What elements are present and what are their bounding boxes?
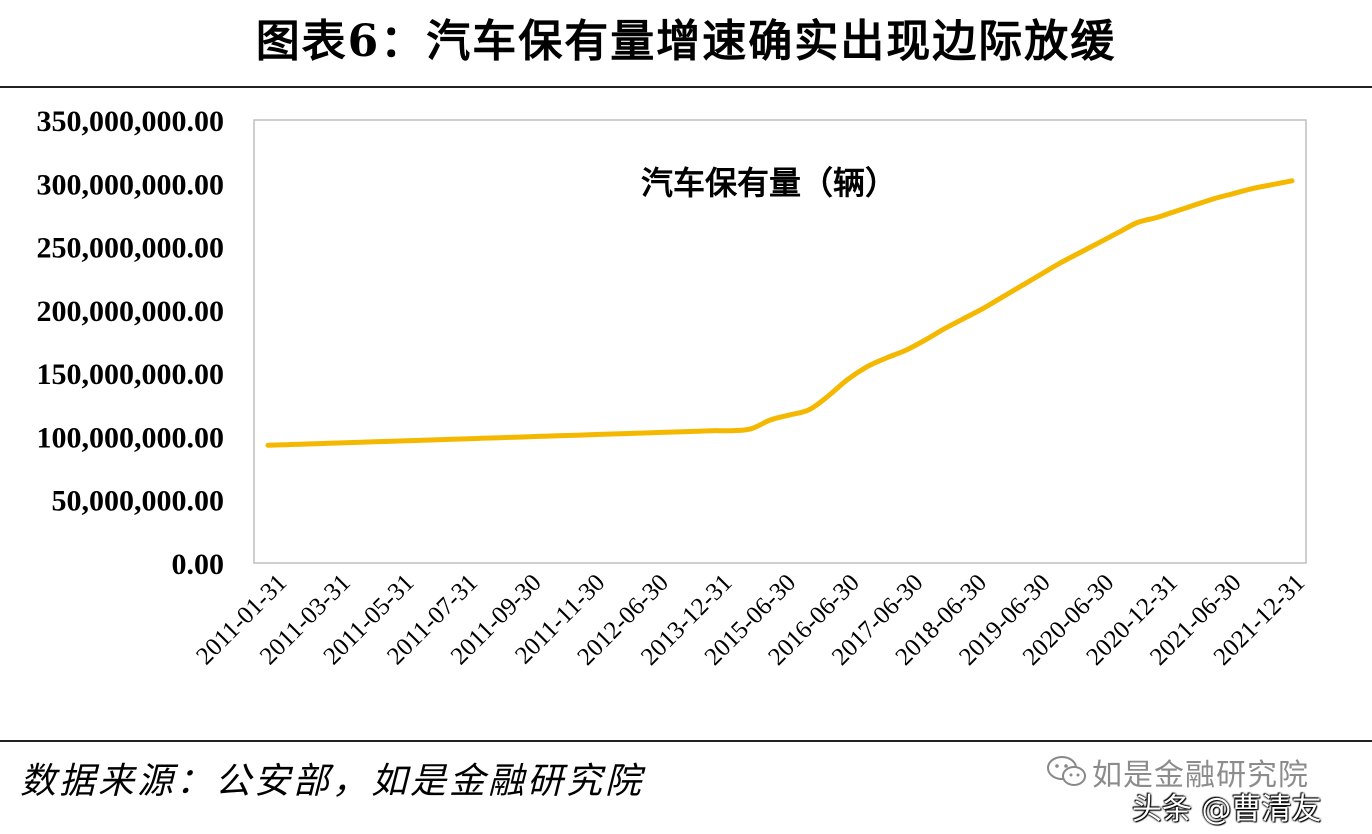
y-tick-label: 200,000,000.00 xyxy=(37,295,225,328)
y-axis: 0.00 50,000,000.00 100,000,000.00 150,000,0… xyxy=(37,105,225,581)
plot-area xyxy=(253,119,1307,564)
wechat-icon xyxy=(1047,756,1086,786)
y-tick-label: 350,000,000.00 xyxy=(37,105,225,138)
x-axis: 2011-01-312011-03-312011-05-312011-07-31… xyxy=(191,569,1310,671)
top-divider xyxy=(0,86,1372,88)
watermark-handle: 头条 @曹清友 xyxy=(1132,792,1322,827)
y-tick-label: 0.00 xyxy=(172,548,225,581)
y-tick-label: 150,000,000.00 xyxy=(37,358,225,391)
bottom-divider xyxy=(0,740,1372,742)
y-tick-label: 250,000,000.00 xyxy=(37,232,225,265)
y-tick-label: 300,000,000.00 xyxy=(37,168,225,201)
series-group xyxy=(265,178,1295,448)
y-tick-label: 100,000,000.00 xyxy=(37,421,225,454)
page-title: 图表6：汽车保有量增速确实出现边际放缓 xyxy=(255,16,1117,67)
source-note: 数据来源：公安部，如是金融研究院 xyxy=(20,761,645,802)
series-line xyxy=(265,178,1295,448)
chart-title: 汽车保有量（辆） xyxy=(641,164,897,202)
watermark: 如是金融研究院 头条 @曹清友 xyxy=(1040,746,1360,827)
line-chart: 汽车保有量（辆） 0.00 50,000,000.00 100,000,000.00… xyxy=(37,105,1311,671)
watermark-text: 如是金融研究院 xyxy=(1092,758,1309,793)
y-tick-label: 50,000,000.00 xyxy=(52,485,225,518)
